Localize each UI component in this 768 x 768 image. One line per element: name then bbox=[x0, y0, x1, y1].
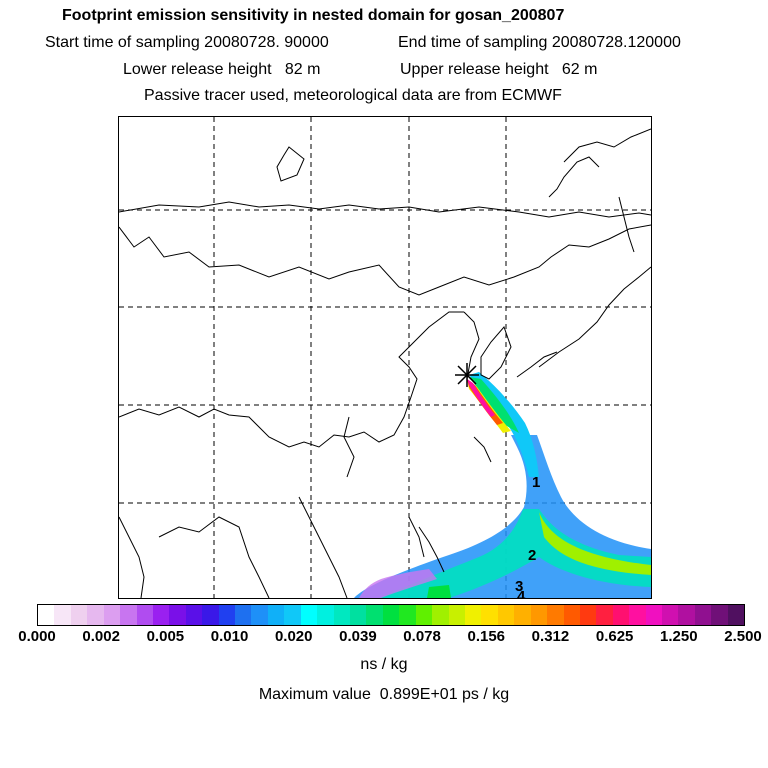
colorbar-swatch bbox=[481, 605, 498, 625]
colorbar-swatch bbox=[382, 605, 400, 625]
footprint-map: 1 2 3 4 bbox=[118, 116, 652, 599]
maximum-value-label: Maximum value bbox=[258, 686, 371, 703]
colorbar-swatch bbox=[530, 605, 548, 625]
colorbar-tick-label: 0.078 bbox=[403, 628, 441, 645]
colorbar-swatch bbox=[317, 605, 334, 625]
colorbar-swatch bbox=[678, 605, 695, 625]
contour-label-4: 4 bbox=[517, 588, 526, 598]
colorbar-swatch bbox=[727, 605, 745, 625]
colorbar-swatch bbox=[350, 605, 367, 625]
colorbar-swatch bbox=[399, 605, 416, 625]
colorbar-swatch bbox=[120, 605, 137, 625]
colorbar-swatch bbox=[185, 605, 203, 625]
contour-labels: 1 2 3 4 bbox=[515, 474, 540, 598]
colorbar-tick-label: 0.156 bbox=[467, 628, 506, 645]
colorbar-swatch bbox=[563, 605, 580, 625]
colorbar-tick-label: 0.039 bbox=[339, 628, 377, 645]
colorbar-swatch bbox=[152, 605, 170, 625]
colorbar-swatch bbox=[629, 605, 646, 625]
colorbar-swatch bbox=[415, 605, 433, 625]
colorbar-tick-label: 0.000 bbox=[18, 628, 56, 645]
colorbar-swatch bbox=[218, 605, 236, 625]
colorbar-swatch bbox=[645, 605, 663, 625]
colorbar-swatch bbox=[579, 605, 597, 625]
colorbar-swatch bbox=[448, 605, 465, 625]
colorbar-tick-label: 0.020 bbox=[274, 628, 313, 645]
colorbar-swatch bbox=[300, 605, 318, 625]
colorbar-swatch bbox=[284, 605, 301, 625]
colorbar-tick-label: 0.312 bbox=[531, 628, 570, 645]
colorbar-tick-label: 0.010 bbox=[210, 628, 249, 645]
colorbar bbox=[37, 604, 745, 626]
colorbar-swatch bbox=[202, 605, 219, 625]
start-time-label: Start time of sampling 20080728. 90000 bbox=[45, 34, 329, 51]
colorbar-swatch bbox=[612, 605, 630, 625]
colorbar-swatch bbox=[432, 605, 449, 625]
colorbar-swatch bbox=[464, 605, 482, 625]
colorbar-tick-label: 2.500 bbox=[724, 628, 762, 645]
colorbar-swatch bbox=[596, 605, 613, 625]
maximum-value: Maximum value 0.899E+01 ps / kg bbox=[0, 686, 768, 704]
colorbar-swatch bbox=[547, 605, 564, 625]
footprint-plume bbox=[354, 372, 651, 598]
plot-header: Footprint emission sensitivity in nested… bbox=[0, 0, 768, 126]
colorbar-swatch bbox=[662, 605, 679, 625]
colorbar-swatch bbox=[103, 605, 121, 625]
colorbar-unit: ns / kg bbox=[360, 656, 408, 673]
colorbar-tick-label: 0.002 bbox=[82, 628, 120, 645]
end-time-label: End time of sampling 20080728.120000 bbox=[398, 34, 681, 51]
star-icon bbox=[455, 363, 479, 387]
maximum-value-number: 0.899E+01 ps / kg bbox=[379, 686, 510, 703]
colorbar-swatch bbox=[70, 605, 88, 625]
colorbar-tick-label: 0.005 bbox=[146, 628, 185, 645]
colorbar-swatch bbox=[267, 605, 285, 625]
coastlines bbox=[119, 128, 651, 598]
colorbar-swatch bbox=[251, 605, 268, 625]
colorbar-tick-label: 0.625 bbox=[595, 628, 634, 645]
upper-release-label: Upper release height 62 m bbox=[400, 61, 598, 78]
colorbar-swatch bbox=[169, 605, 186, 625]
colorbar-swatch bbox=[711, 605, 728, 625]
colorbar-swatch bbox=[87, 605, 104, 625]
lower-release-label: Lower release height 82 m bbox=[123, 61, 321, 78]
colorbar-swatch bbox=[235, 605, 252, 625]
tracer-note: Passive tracer used, meteorological data… bbox=[144, 87, 562, 104]
plot-title: Footprint emission sensitivity in nested… bbox=[62, 7, 565, 24]
colorbar-swatch bbox=[497, 605, 515, 625]
colorbar-swatch bbox=[366, 605, 383, 625]
colorbar-swatch bbox=[54, 605, 71, 625]
colorbar-swatch bbox=[333, 605, 351, 625]
colorbar-swatch bbox=[694, 605, 712, 625]
colorbar-swatch bbox=[514, 605, 531, 625]
colorbar-tick-label: 1.250 bbox=[660, 628, 698, 645]
contour-label-1: 1 bbox=[532, 474, 540, 491]
colorbar-swatch bbox=[38, 605, 55, 625]
contour-label-2: 2 bbox=[528, 547, 536, 564]
colorbar-swatch bbox=[136, 605, 153, 625]
contour-label-3: 3 bbox=[515, 578, 523, 595]
